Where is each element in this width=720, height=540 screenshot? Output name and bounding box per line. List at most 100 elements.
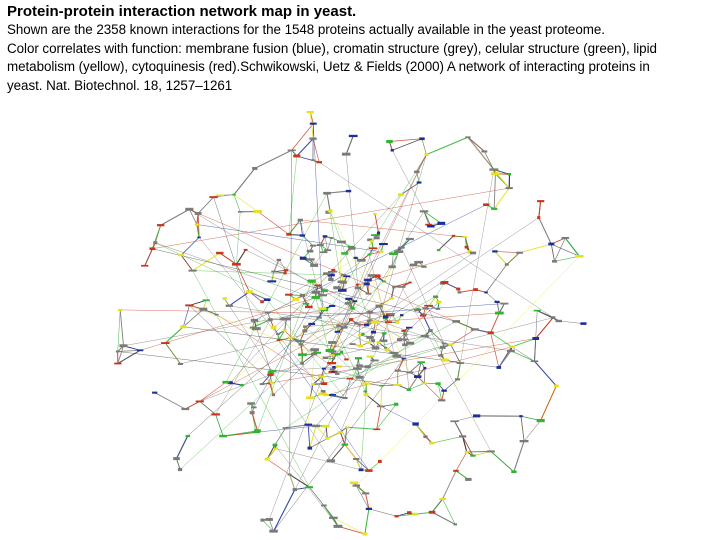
protein-node <box>270 325 277 329</box>
description-line: metabolism (yellow), cytoquinesis (red).… <box>7 59 650 75</box>
protein-node <box>424 304 433 307</box>
protein-node <box>406 388 411 391</box>
interaction-edge <box>164 326 184 344</box>
protein-node <box>307 446 313 450</box>
protein-node <box>318 392 327 396</box>
interaction-edge <box>235 249 247 265</box>
interaction-edge <box>397 358 405 371</box>
protein-node <box>329 237 334 239</box>
protein-node <box>329 394 336 396</box>
protein-node <box>348 246 356 250</box>
interaction-edge <box>249 291 263 303</box>
interaction-edge <box>538 217 552 245</box>
interaction-edge <box>498 303 505 314</box>
protein-node <box>287 149 296 152</box>
interaction-edge <box>405 327 410 335</box>
protein-node <box>382 317 388 320</box>
protein-node <box>355 283 359 286</box>
protein-node <box>370 339 376 343</box>
protein-node <box>271 270 277 273</box>
protein-node <box>435 382 441 385</box>
interaction-edge <box>268 284 358 520</box>
interaction-edge <box>485 264 508 293</box>
interaction-edge <box>117 351 398 386</box>
interaction-edge <box>442 498 456 525</box>
interaction-edge <box>441 390 445 401</box>
protein-node <box>537 216 541 220</box>
protein-node <box>243 248 248 251</box>
interaction-edge <box>255 425 317 433</box>
protein-node <box>365 469 373 472</box>
interaction-edge <box>199 401 216 415</box>
protein-node <box>453 469 459 472</box>
interaction-edge <box>197 196 214 214</box>
protein-node <box>185 207 194 211</box>
protein-node <box>416 181 422 184</box>
protein-node <box>441 281 449 285</box>
protein-node <box>345 297 353 301</box>
interaction-edge <box>519 243 552 254</box>
protein-node <box>344 358 349 361</box>
protein-node <box>451 234 456 237</box>
protein-node <box>366 336 374 339</box>
protein-node <box>417 361 425 364</box>
protein-node <box>551 316 556 319</box>
protein-node <box>305 486 314 489</box>
protein-node <box>436 249 441 252</box>
protein-node <box>332 366 336 370</box>
interaction-edge <box>307 424 311 449</box>
protein-node <box>354 286 362 290</box>
interaction-edge <box>278 330 286 341</box>
protein-node <box>536 419 545 423</box>
protein-node <box>214 313 219 316</box>
protein-node <box>322 235 328 238</box>
interaction-edge <box>494 251 520 253</box>
protein-node <box>373 236 380 240</box>
protein-node <box>389 252 398 255</box>
protein-nodes <box>114 111 587 536</box>
protein-node <box>367 274 375 277</box>
interaction-edge <box>558 320 584 324</box>
interaction-edge <box>273 243 384 328</box>
interaction-edge <box>329 252 474 351</box>
protein-node <box>400 314 404 317</box>
interaction-edge <box>536 310 554 319</box>
protein-node <box>398 286 406 288</box>
protein-node <box>216 251 224 255</box>
protein-node <box>373 213 377 215</box>
interaction-edge <box>443 379 458 391</box>
interaction-edge <box>313 123 323 309</box>
interaction-edge <box>152 248 457 322</box>
protein-node <box>389 351 399 354</box>
interaction-edge <box>266 448 277 460</box>
protein-node <box>456 362 465 364</box>
protein-node <box>264 311 271 314</box>
interaction-edge <box>236 211 241 265</box>
interaction-edge <box>329 210 374 333</box>
protein-node <box>267 318 273 322</box>
interaction-edge <box>229 194 401 383</box>
interaction-edge <box>326 346 512 396</box>
protein-node <box>508 345 515 349</box>
interaction-edge <box>229 308 323 383</box>
protein-node <box>269 529 278 533</box>
protein-node <box>389 297 394 300</box>
protein-node <box>357 344 364 348</box>
interaction-edge <box>228 291 250 307</box>
interaction-edge <box>219 252 237 265</box>
interaction-edge <box>355 485 366 494</box>
slide-title: Protein-protein interaction network map … <box>7 3 357 20</box>
protein-node <box>441 342 447 345</box>
protein-node <box>314 284 322 287</box>
protein-node <box>334 330 341 333</box>
interaction-edge <box>386 301 440 350</box>
protein-node <box>344 302 350 305</box>
interaction-edge <box>438 235 454 251</box>
interaction-edge <box>467 136 485 152</box>
protein-node <box>492 250 498 253</box>
protein-node <box>312 424 320 428</box>
protein-node <box>141 264 149 267</box>
protein-node <box>348 134 358 138</box>
protein-node <box>473 288 478 291</box>
interaction-edge <box>551 243 580 257</box>
